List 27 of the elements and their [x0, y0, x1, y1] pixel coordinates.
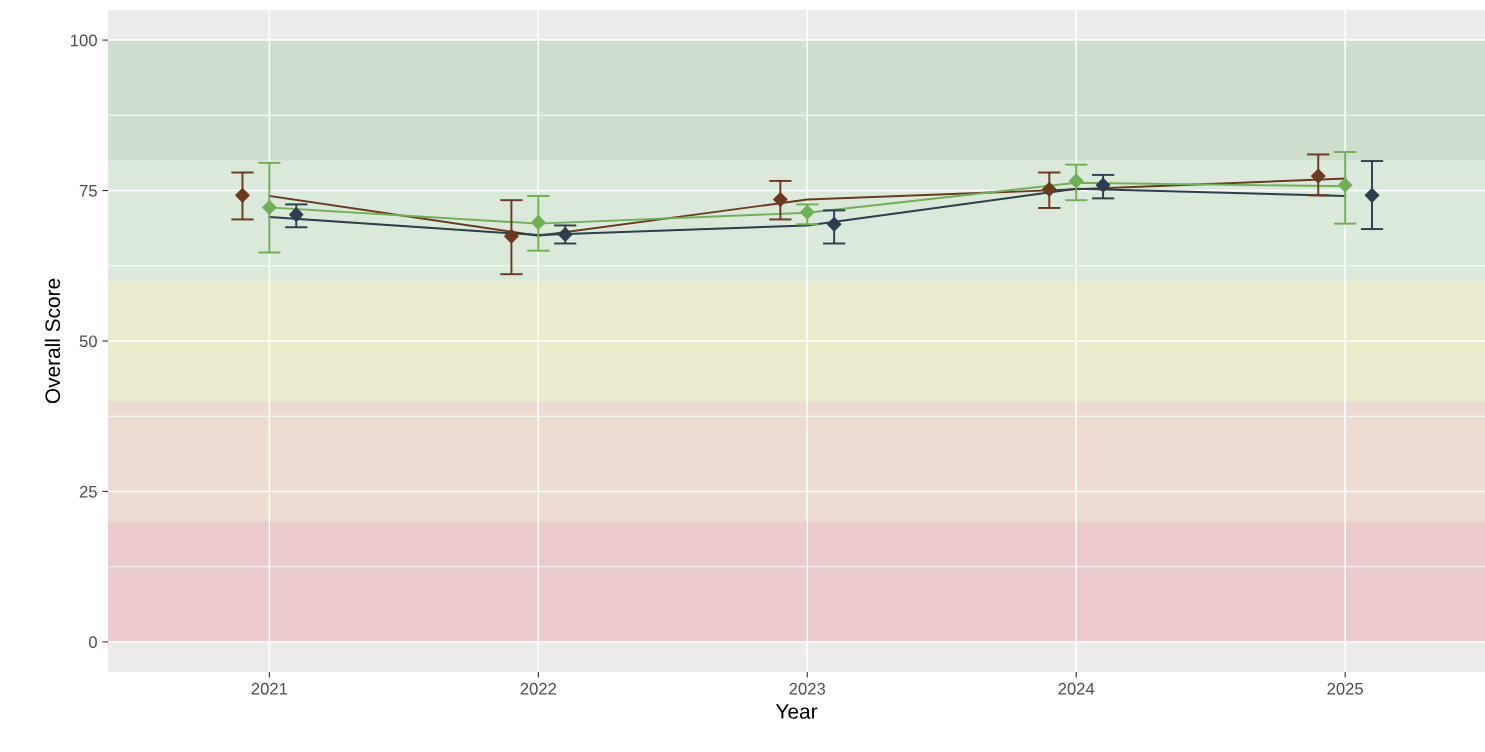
point	[1364, 188, 1380, 203]
point	[1042, 182, 1057, 197]
point	[504, 229, 519, 244]
x-tick-label: 2023	[789, 682, 826, 695]
x-tick-label: 2024	[1058, 682, 1095, 695]
point	[799, 204, 815, 220]
point	[1310, 168, 1326, 184]
point	[773, 192, 788, 207]
y-tick-label: 75	[79, 185, 97, 197]
y-tick-label: 50	[79, 335, 97, 348]
point	[557, 227, 573, 242]
y-tick-label: 100	[71, 34, 97, 47]
point	[1095, 177, 1111, 193]
point	[235, 188, 250, 203]
x-axis-title: Year	[775, 704, 818, 719]
y-tick-label: 25	[79, 485, 97, 498]
point	[1337, 177, 1353, 193]
x-tick-label: 2021	[251, 682, 288, 695]
point	[288, 207, 304, 222]
y-tick-label: 0	[88, 636, 97, 649]
x-tick-label: 2022	[520, 682, 557, 695]
x-tick-label: 2025	[1327, 682, 1363, 695]
point	[1068, 173, 1084, 189]
y-axis-title: Overall Score	[44, 278, 61, 404]
point	[826, 216, 842, 232]
point	[262, 200, 277, 215]
point	[531, 215, 546, 230]
